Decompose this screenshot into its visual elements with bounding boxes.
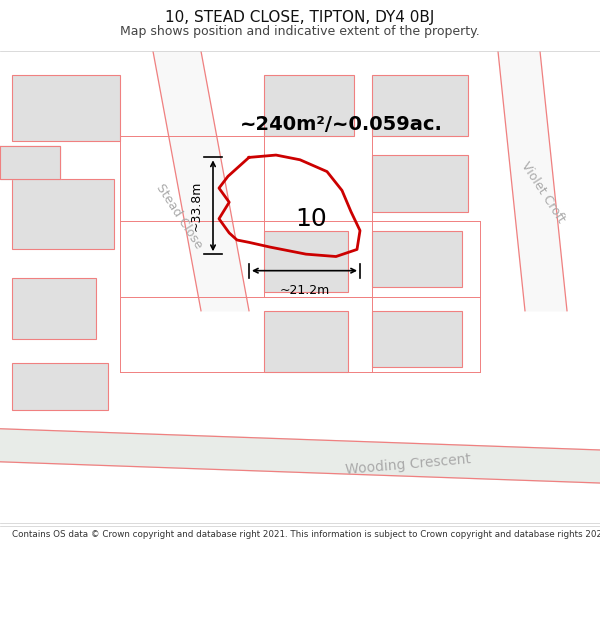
Text: Stead Close: Stead Close bbox=[153, 182, 205, 251]
Text: 10: 10 bbox=[295, 207, 326, 231]
Polygon shape bbox=[498, 51, 567, 311]
Bar bbox=[264, 311, 348, 372]
Text: Map shows position and indicative extent of the property.: Map shows position and indicative extent… bbox=[120, 26, 480, 39]
Bar bbox=[12, 75, 120, 141]
Text: Violet Croft: Violet Croft bbox=[518, 160, 568, 226]
Bar bbox=[12, 362, 108, 410]
Text: 10, STEAD CLOSE, TIPTON, DY4 0BJ: 10, STEAD CLOSE, TIPTON, DY4 0BJ bbox=[166, 10, 434, 25]
Bar bbox=[372, 311, 462, 368]
Polygon shape bbox=[0, 146, 60, 179]
Bar bbox=[372, 231, 462, 288]
Bar bbox=[12, 179, 114, 249]
Text: Wooding Crescent: Wooding Crescent bbox=[344, 452, 472, 477]
Bar bbox=[372, 75, 468, 136]
Bar bbox=[372, 155, 468, 212]
Bar bbox=[12, 278, 96, 339]
Polygon shape bbox=[0, 429, 600, 483]
Text: Contains OS data © Crown copyright and database right 2021. This information is : Contains OS data © Crown copyright and d… bbox=[12, 530, 600, 539]
Bar bbox=[264, 75, 354, 136]
Text: ~33.8m: ~33.8m bbox=[189, 181, 202, 231]
Bar bbox=[264, 231, 348, 292]
Text: ~21.2m: ~21.2m bbox=[280, 284, 329, 297]
Text: ~240m²/~0.059ac.: ~240m²/~0.059ac. bbox=[240, 115, 443, 134]
Polygon shape bbox=[153, 51, 249, 311]
